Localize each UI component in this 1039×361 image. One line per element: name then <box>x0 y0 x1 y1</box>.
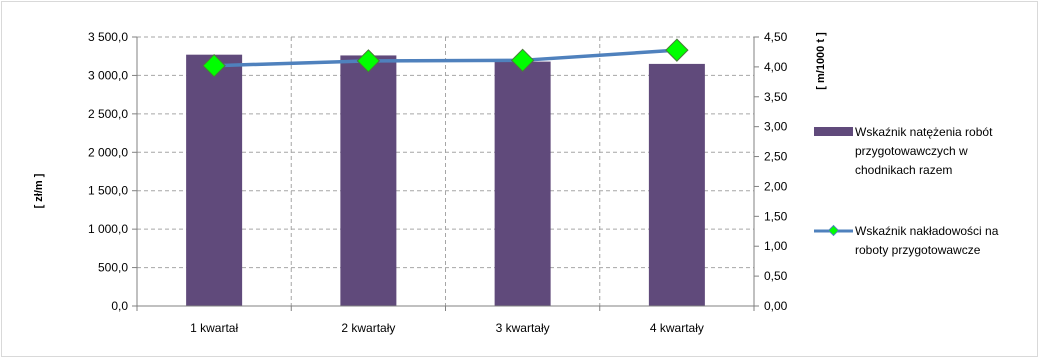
left-tick-label: 1 000,0 <box>88 222 128 236</box>
x-tick-label: 2 kwartały <box>341 321 395 335</box>
bar <box>340 55 397 307</box>
right-tick-label: 0,50 <box>764 269 788 283</box>
right-tick-label: 4,50 <box>764 30 788 44</box>
left-tick-label: 500,0 <box>98 261 128 275</box>
left-axis-ticks: 0,0 500,0 1 000,0 1 500,0 2 000,0 2 500,0 3 00… <box>88 30 137 313</box>
right-tick-label: 4,00 <box>764 60 788 74</box>
right-tick-label: 3,00 <box>764 120 788 134</box>
right-axis-ticks: 0,00 0,50 1,00 1,50 2,00 2,50 3,00 3,50 4,00 4,50 <box>754 30 788 313</box>
legend-line-label: Wskaźnik nakładowości na roboty przygotow… <box>855 224 999 257</box>
right-tick-label: 3,50 <box>764 90 788 104</box>
line-series <box>202 38 689 78</box>
bar <box>494 61 551 306</box>
right-tick-label: 1,00 <box>764 239 788 253</box>
left-tick-label: 2 000,0 <box>88 145 128 159</box>
line-point <box>356 49 381 73</box>
right-tick-label: 2,50 <box>764 150 788 164</box>
left-tick-label: 1 500,0 <box>88 184 128 198</box>
bar <box>648 63 705 307</box>
x-axis-ticks: 1 kwartał 2 kwartały 3 kwartały 4 kwartały <box>136 306 755 335</box>
right-tick-label: 1,50 <box>764 209 788 223</box>
bar-series <box>186 54 705 307</box>
line-point <box>510 48 535 73</box>
legend-bar-label: Wskaźnik natężenia robót przygotowawczych… <box>855 125 993 177</box>
left-tick-label: 2 500,0 <box>88 107 128 121</box>
bar <box>186 54 243 307</box>
right-tick-label: 2,00 <box>764 179 788 193</box>
line-path <box>214 48 677 68</box>
x-tick-label: 3 kwartały <box>496 321 550 335</box>
left-axis-title: [ zł/m ] <box>33 173 45 208</box>
line-point <box>202 53 226 78</box>
legend-diamond-marker <box>827 224 840 237</box>
right-tick-label: 0,00 <box>764 299 788 313</box>
line-point <box>665 38 689 62</box>
x-tick-label: 1 kwartał <box>190 321 238 335</box>
combo-chart: 0,0 500,0 1 000,0 1 500,0 2 000,0 2 500,0 3 00… <box>33 30 999 335</box>
left-tick-label: 0,0 <box>111 299 128 313</box>
x-tick-label: 4 kwartały <box>650 321 704 335</box>
legend: Wskaźnik natężenia robót przygotowawczych… <box>814 125 999 257</box>
legend-bar-swatch <box>814 127 853 136</box>
left-tick-label: 3 000,0 <box>88 68 128 82</box>
right-axis-title: [ m/1000 t ] <box>815 32 827 90</box>
left-tick-label: 3 500,0 <box>88 30 128 44</box>
